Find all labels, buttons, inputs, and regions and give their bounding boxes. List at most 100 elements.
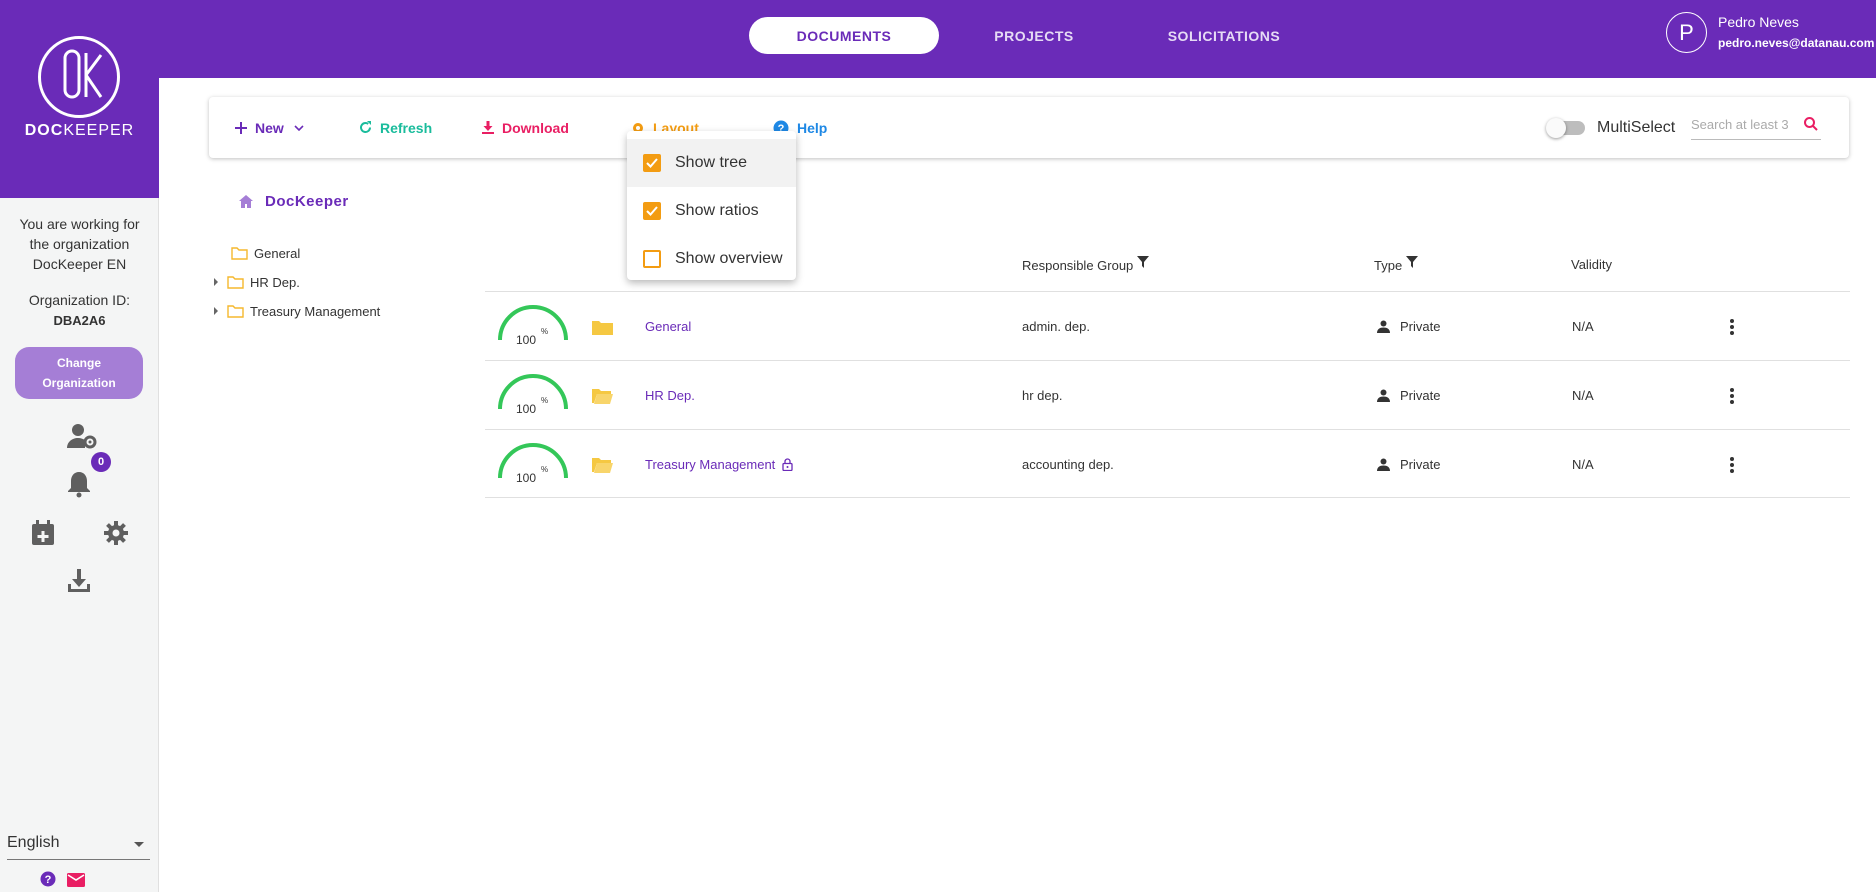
folder-icon [592,292,613,361]
org-id-label: Organization ID: [28,292,131,308]
logo[interactable]: DOCKEEPER [0,0,159,198]
logo-mark [38,36,120,118]
table-row[interactable]: 100 % Treasury Management accounting dep… [485,429,1850,498]
menu-item-show-ratios[interactable]: Show ratios [627,187,796,235]
person-icon [1377,389,1390,402]
main-nav: DOCUMENTS PROJECTS SOLICITATIONS [749,17,1319,54]
user-name: Pedro Neves [1718,14,1799,30]
ratio-value: 100 [516,471,537,485]
more-vert-icon[interactable] [1730,292,1734,361]
org-info-line: You are working for [19,216,140,232]
top-bar: DOCUMENTS PROJECTS SOLICITATIONS P Pedro… [0,0,1876,78]
tab-documents[interactable]: DOCUMENTS [749,17,939,54]
table-row[interactable]: 100 % General admin. dep. Private N/A [485,291,1850,360]
menu-item-label: Show ratios [675,202,759,219]
new-button[interactable]: New [235,97,312,158]
multiselect-label: MultiSelect [1597,119,1676,136]
mail-icon[interactable] [67,873,85,892]
row-group: admin. dep. [1022,319,1090,334]
checkbox-checked[interactable] [643,154,661,172]
org-id: DBA2A6 [53,313,106,328]
notification-badge: 0 [91,452,111,472]
header-label: Type [1374,257,1403,273]
row-name[interactable]: General [645,319,692,334]
tree-item-hr-dep[interactable]: HR Dep. [214,272,300,292]
more-vert-icon[interactable] [1730,430,1734,499]
breadcrumb[interactable]: DocKeeper [239,190,349,212]
download-label: Download [502,119,569,136]
check-icon [646,158,658,168]
gear-icon [633,122,643,133]
user-settings-icon[interactable] [66,422,98,455]
search-input[interactable] [1691,112,1795,136]
refresh-label: Refresh [380,119,433,136]
column-header-type[interactable]: Type [1374,253,1419,277]
row-name[interactable]: Treasury Management [645,430,793,499]
column-header-validity[interactable]: Validity [1571,252,1612,276]
expand-arrow-icon[interactable] [214,307,218,315]
language-select[interactable]: English [7,834,150,860]
search-field[interactable] [1691,112,1821,140]
person-icon [1377,320,1390,333]
org-info-line: the organization [29,236,130,252]
ratio-value: 100 [516,333,537,347]
ratio-gauge: 100 % [497,373,569,421]
refresh-button[interactable]: Refresh [359,97,432,158]
multiselect-toggle[interactable]: MultiSelect [1546,114,1676,142]
ratio-unit: % [541,396,549,405]
breadcrumb-root[interactable]: DocKeeper [265,192,349,210]
user-profile[interactable]: P Pedro Neves pedro.neves@datanau.com [1666,12,1876,56]
menu-item-show-tree[interactable]: Show tree [627,139,796,187]
multiselect-switch[interactable] [1546,118,1585,138]
home-icon [239,194,253,208]
row-group: accounting dep. [1022,457,1114,472]
folder-icon [227,276,244,289]
tree-item-label: Treasury Management [250,303,381,319]
tree-item-treasury-management[interactable]: Treasury Management [214,301,380,321]
help-icon[interactable]: ? [40,871,56,892]
column-header-responsible-group[interactable]: Responsible Group [1022,253,1150,277]
folder-icon [227,305,244,318]
ratio-gauge: 100 % [497,304,569,352]
toolbar: New Refresh Download Layout ? Help Multi… [209,97,1849,158]
sidebar: You are working for the organization Doc… [0,198,159,892]
calendar-add-icon[interactable] [31,520,55,551]
more-vert-icon[interactable] [1730,361,1734,430]
row-name-label: Treasury Management [645,457,776,472]
type-label: Private [1400,457,1441,472]
checkbox-checked[interactable] [643,202,661,220]
change-organization-button[interactable]: Change Organization [15,347,143,399]
user-email: pedro.neves@datanau.com [1718,36,1875,50]
expand-arrow-icon[interactable] [214,278,218,286]
filter-icon[interactable] [1137,256,1150,268]
tab-solicitations[interactable]: SOLICITATIONS [1167,27,1281,44]
header-label: Validity [1571,256,1612,272]
bell-icon[interactable] [67,470,91,503]
row-group: hr dep. [1022,388,1063,403]
person-icon [1377,458,1390,471]
tree-item-general[interactable]: General [231,243,300,263]
download-button[interactable]: Download [482,97,569,158]
tab-projects[interactable]: PROJECTS [994,27,1074,44]
gear-icon[interactable] [103,520,129,551]
checkbox-unchecked[interactable] [643,250,661,268]
plus-icon [235,121,247,134]
type-label: Private [1400,388,1441,403]
layout-menu: Show tree Show ratios Show overview [627,131,796,280]
menu-item-show-overview[interactable]: Show overview [627,235,796,283]
refresh-icon [360,121,371,133]
avatar[interactable]: P [1666,12,1707,53]
chevron-down-icon [134,842,144,847]
menu-item-label: Show overview [675,250,783,267]
download-icon[interactable] [67,568,91,599]
row-type: Private [1377,361,1440,430]
search-icon[interactable] [1803,116,1819,132]
row-type: Private [1377,430,1440,499]
table-row[interactable]: 100 % HR Dep. hr dep. Private N/A [485,360,1850,429]
lock-icon [782,458,793,471]
row-name[interactable]: HR Dep. [645,388,695,403]
type-label: Private [1400,319,1441,334]
svg-text:?: ? [778,123,785,135]
filter-icon[interactable] [1406,256,1419,268]
folder-open-icon [592,361,613,430]
